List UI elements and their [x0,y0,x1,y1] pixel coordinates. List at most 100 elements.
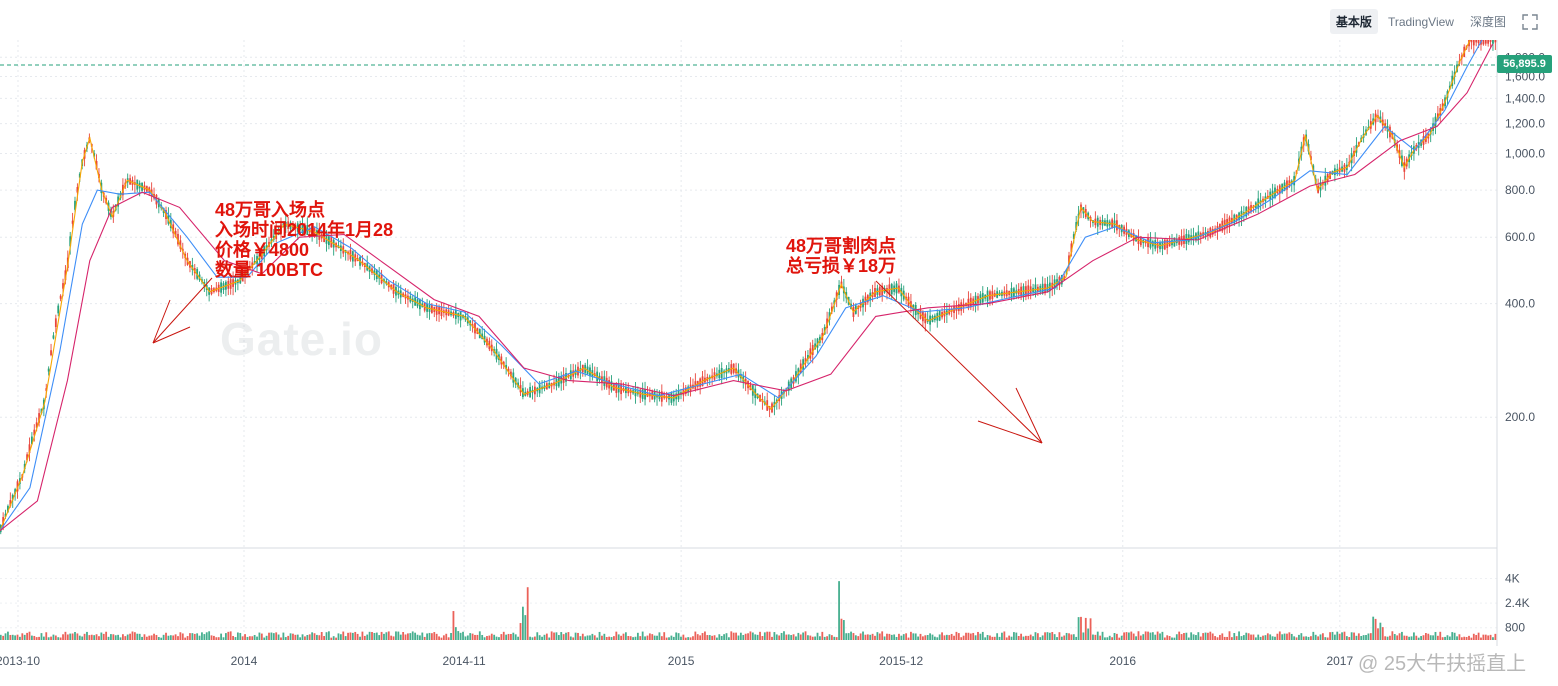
volume-bar [1401,631,1403,640]
candle-body [833,300,836,305]
chart-toolbar: 基本版 TradingView 深度图 [1329,9,1538,34]
candle-body [16,481,19,492]
volume-bar [1125,632,1128,640]
volume-bar [397,631,400,640]
volume-bar [378,635,381,640]
volume-bar [354,631,357,640]
volume-bar [624,632,627,640]
volume-bar [1099,635,1102,640]
volume-bar [1005,637,1008,640]
volume-bar [672,636,675,640]
volume-bar [165,632,167,640]
volume-bar [979,633,982,640]
volume-bar [52,634,55,640]
volume-bar [493,634,496,640]
volume-bar [522,606,524,640]
y-tick-label: 1,600.0 [1505,70,1545,84]
volume-bar [615,631,618,640]
volume-bar [196,633,199,640]
volume-bar [1266,633,1269,640]
candle-body [1068,255,1070,265]
volume-bar [1458,634,1461,640]
volume-bar [1348,637,1351,640]
volume-bar [986,634,989,640]
volume-bar [1101,631,1104,640]
tradingview-button[interactable]: TradingView [1387,14,1454,29]
volume-bar [716,637,718,640]
volume-bar [313,633,316,640]
candle-body [64,270,67,281]
candle-body [50,350,52,356]
candle-body [177,233,179,245]
candle-body [38,413,40,423]
fullscreen-icon[interactable] [1522,13,1538,30]
volume-bar [248,636,251,640]
volume-bar [66,634,69,640]
volume-bar [1432,635,1434,640]
volume-bar [390,635,393,640]
volume-bar [301,634,304,640]
volume-bar [1427,633,1430,640]
volume-bar [840,618,843,640]
basic-view-button[interactable]: 基本版 [1329,9,1378,34]
volume-bar [380,631,383,640]
volume-bar [744,633,747,640]
volume-bar [663,632,666,640]
volume-bar [117,634,120,640]
volume-bar [1214,636,1217,640]
depth-chart-button[interactable]: 深度图 [1469,15,1506,29]
volume-bar [505,634,508,640]
grid [0,40,1497,640]
volume-bar [627,635,630,640]
volume-bar [1350,632,1353,640]
volume-bar [1403,635,1406,640]
volume-bar [153,633,155,640]
volume-bar [347,632,349,640]
gate-logo-watermark: Gate.io [220,313,383,365]
volume-bar [126,634,129,640]
entry-annotation-line: 入场时间2014年1月28 [215,220,394,240]
volume-bar [462,631,464,640]
volume-bar [35,637,38,640]
exit-arrowhead [977,387,1043,444]
volume-bar [69,633,72,640]
volume-bar [356,633,359,640]
candle-body [505,364,508,370]
volume-bar [1367,633,1370,640]
volume-bar [1084,617,1087,640]
volume-bar [224,633,227,640]
volume-bar [890,634,893,640]
y-tick-label: 400.0 [1505,297,1535,311]
volume-bar [924,635,927,640]
volume-bar [486,636,488,640]
volume-bar [1219,634,1221,640]
volume-bar [59,637,62,640]
volume-bar [1441,637,1444,640]
volume-bar [1056,637,1058,640]
volume-bar [304,636,306,640]
volume-bar [93,635,96,640]
entry-annotation-line: 数量 100BTC [215,260,324,280]
volume-bar [519,623,522,640]
volume-bar [28,631,31,640]
volume-bar [732,632,735,640]
volume-bar [26,632,28,640]
volume-bar [1175,634,1178,640]
volume-bar [560,632,563,640]
volume-bar [1439,631,1442,640]
volume-bar [64,631,67,640]
volume-bar [596,637,599,640]
candle-body [510,371,512,377]
volume-bar [936,637,939,640]
volume-bar [258,632,261,640]
volume-bar [186,636,189,640]
volume-bar [962,635,965,640]
volume-bar [847,633,850,640]
volume-bar [138,633,141,640]
volume-bar [876,632,879,640]
volume-bar [327,631,330,640]
volume-bar [1372,616,1375,640]
volume-bar [229,631,232,640]
y-tick-label: 800.0 [1505,183,1535,197]
